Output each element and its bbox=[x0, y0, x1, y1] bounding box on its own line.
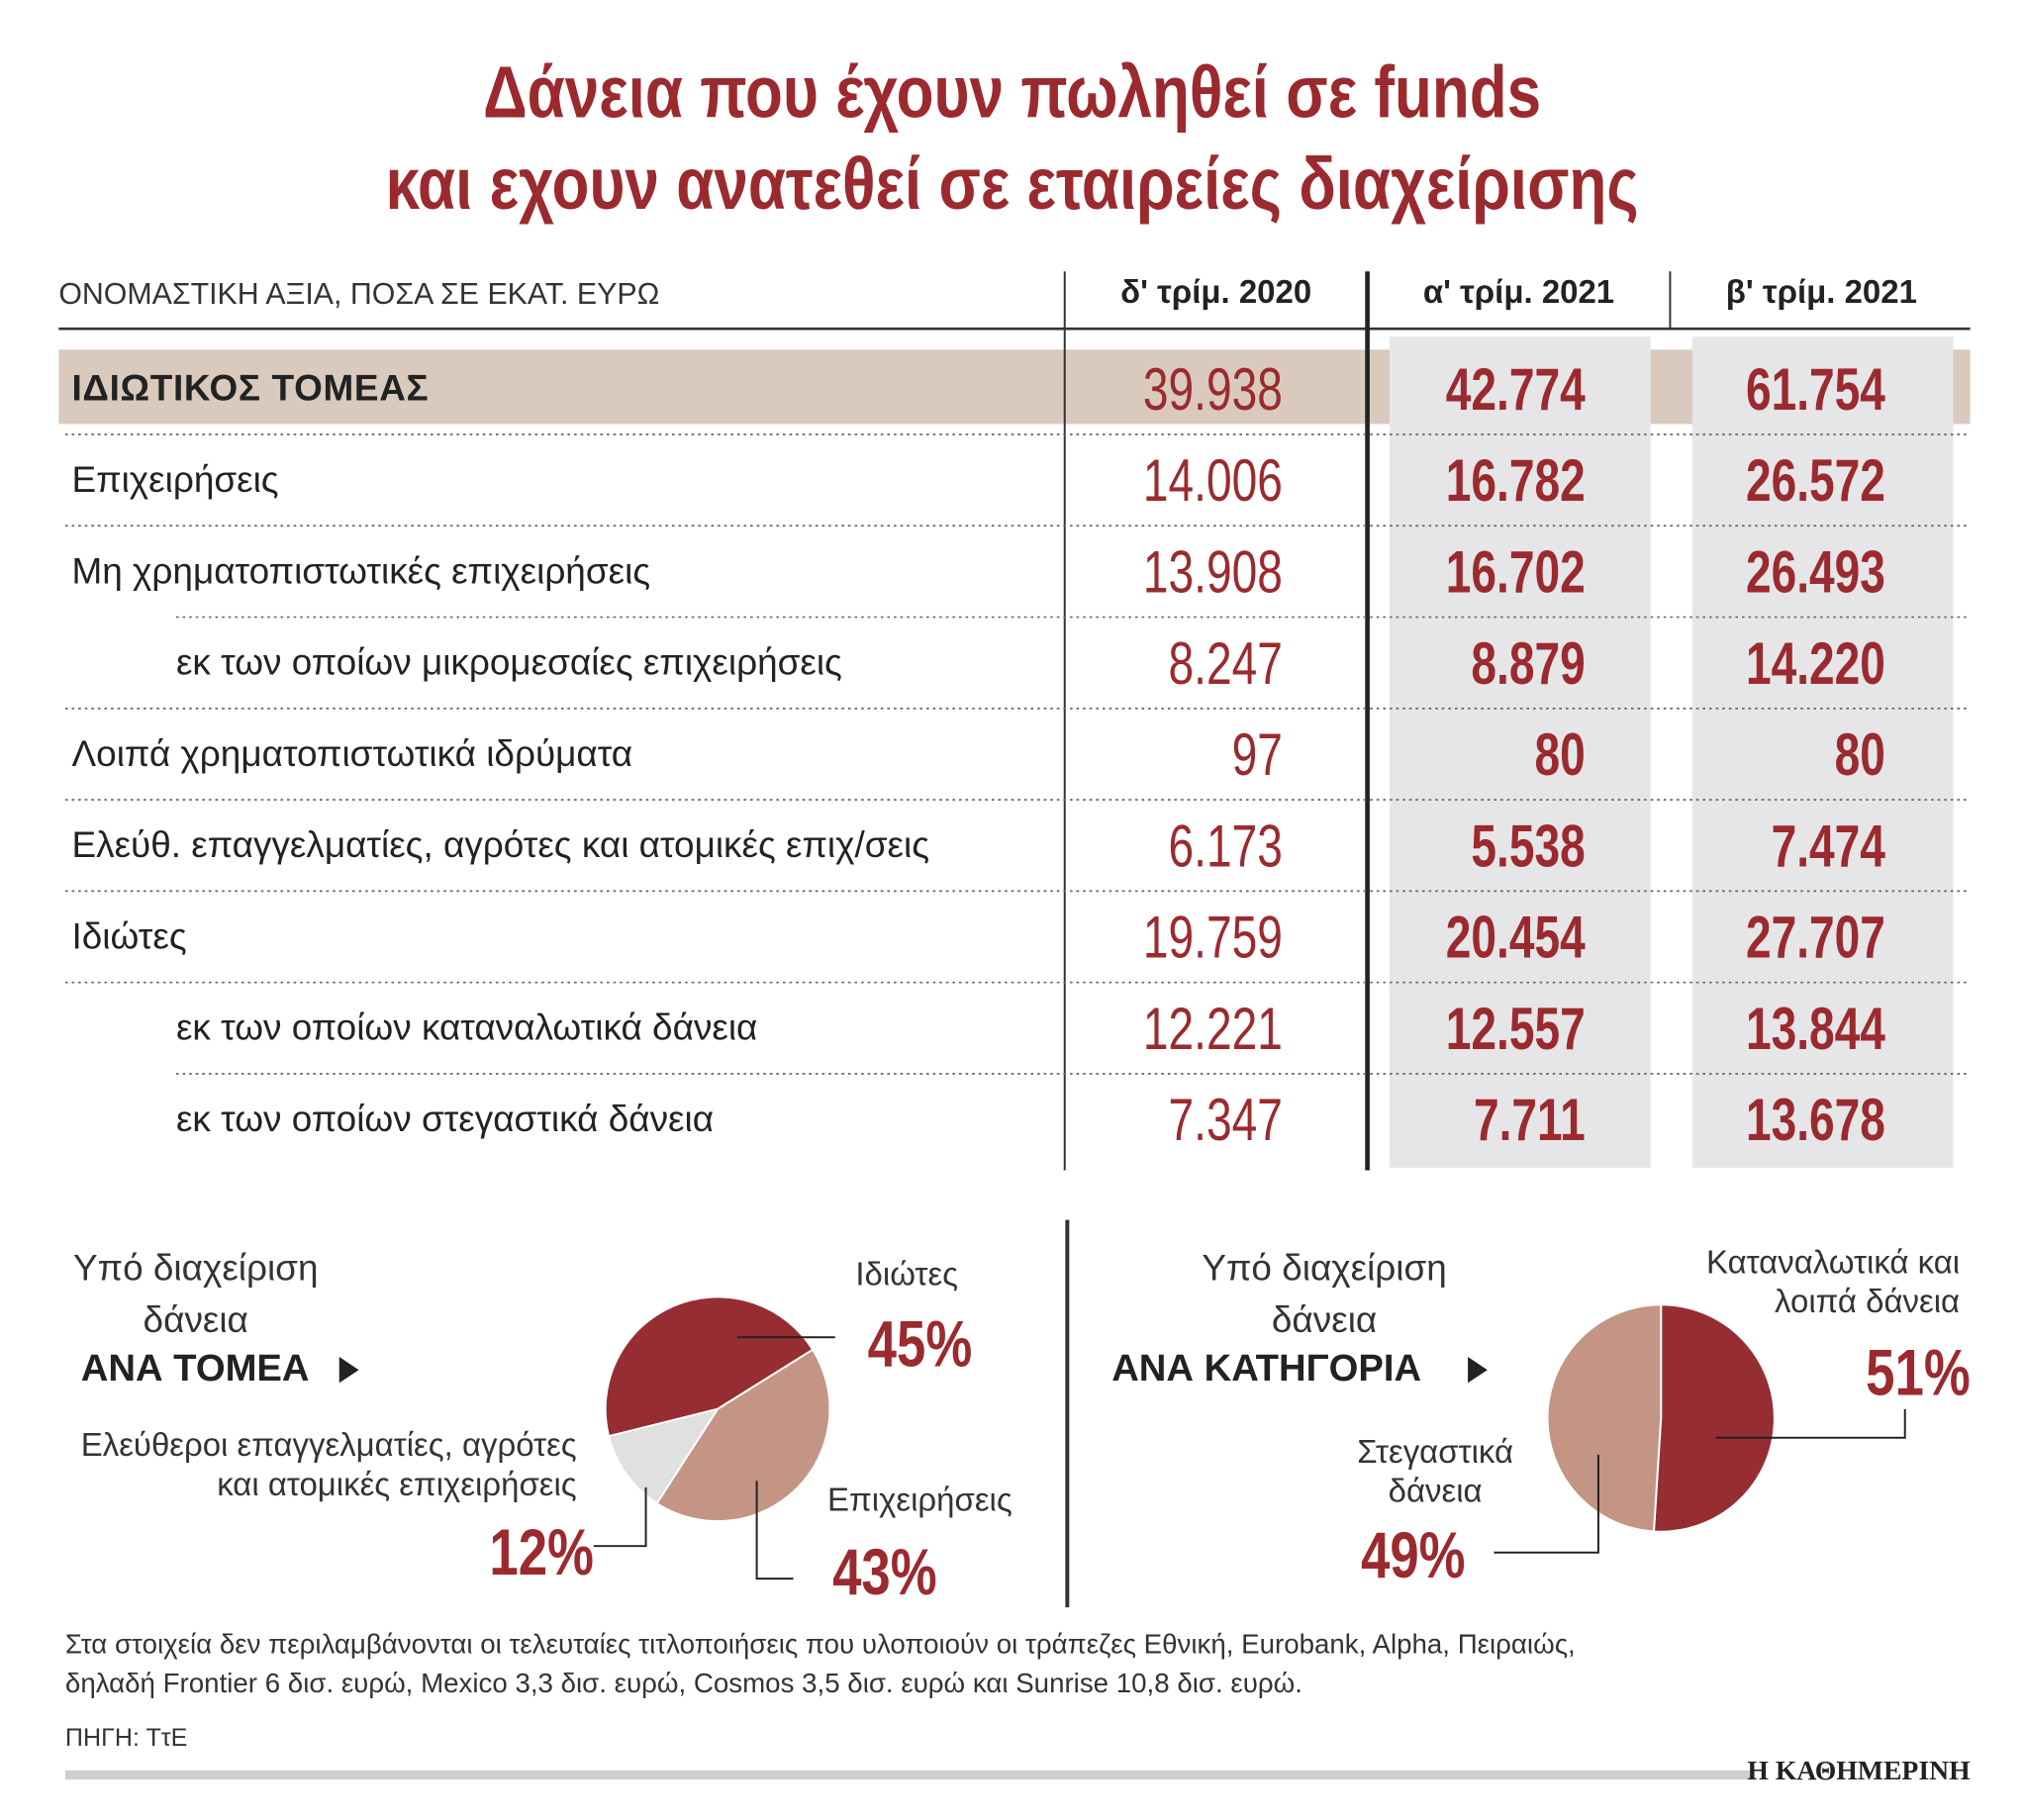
footnote: δηλαδή Frontier 6 δισ. ευρώ, Mexico 3,3 … bbox=[64, 1669, 1302, 1699]
row-label: Ιδιώτες bbox=[71, 915, 187, 957]
cell-value: 12.557 bbox=[1445, 994, 1586, 1063]
cell-value: 80 bbox=[1534, 719, 1586, 789]
cell-value: 16.702 bbox=[1445, 537, 1586, 606]
arrow-icon bbox=[338, 1357, 359, 1384]
cell-value: 13.844 bbox=[1745, 994, 1885, 1063]
cell-value: 13.908 bbox=[1142, 537, 1283, 606]
slice-label: Ιδιώτες bbox=[855, 1256, 959, 1293]
slice-label: Ελεύθεροι επαγγελματίες, αγρότες και ατο… bbox=[80, 1427, 577, 1503]
arrow-icon bbox=[1468, 1357, 1488, 1384]
table-header: δ' τρίμ. 2020 bbox=[1120, 273, 1312, 311]
cell-value: 7.474 bbox=[1771, 811, 1885, 880]
leader-line bbox=[593, 1486, 647, 1548]
cell-value: 42.774 bbox=[1445, 354, 1586, 424]
cell-value: 14.006 bbox=[1142, 445, 1283, 515]
cell-value: 39.938 bbox=[1142, 354, 1283, 424]
slice-label: Καταναλωτικά και λοιπά δάνεια bbox=[1705, 1244, 1961, 1321]
column-shade bbox=[1691, 336, 1954, 1168]
cell-value: 8.247 bbox=[1168, 628, 1283, 697]
pie-slice bbox=[604, 1295, 815, 1438]
table-header: ΟΝΟΜΑΣΤΙΚΗ ΑΞΙΑ, ΠΟΣΑ ΣΕ ΕΚΑΤ. ΕΥΡΩ bbox=[58, 276, 660, 311]
cell-value: 97 bbox=[1231, 719, 1283, 789]
title-line: Δάνεια που έχουν πωληθεί σε funds bbox=[483, 50, 1542, 134]
pie-title: Υπό διαχείριση δάνεια bbox=[72, 1247, 319, 1340]
cell-value: 7.711 bbox=[1473, 1085, 1586, 1154]
cell-value: 7.347 bbox=[1168, 1085, 1283, 1154]
row-label: εκ των οποίων μικρομεσαίες επιχειρήσεις bbox=[175, 641, 842, 683]
cell-value: 80 bbox=[1834, 719, 1885, 789]
source: ΠΗΓΗ: ΤτΕ bbox=[64, 1724, 188, 1753]
slice-label: Στεγαστικά δάνεια bbox=[1357, 1433, 1514, 1510]
cell-value: 13.678 bbox=[1745, 1085, 1885, 1154]
cell-value: 12.221 bbox=[1142, 994, 1283, 1063]
row-label: εκ των οποίων στεγαστικά δάνεια bbox=[175, 1099, 715, 1139]
footer-bar bbox=[64, 1770, 1756, 1780]
footnote: Στα στοιχεία δεν περιλαμβάνονται οι τελε… bbox=[64, 1629, 1576, 1660]
pie-slice bbox=[1546, 1303, 1663, 1533]
pie-slice bbox=[1652, 1303, 1776, 1533]
row-label: Ελεύθ. επαγγελματίες, αγρότες και ατομικ… bbox=[71, 824, 930, 866]
slice-value: 43% bbox=[832, 1535, 937, 1609]
pie-subtitle: ΑΝΑ ΚΑΤΗΓΟΡΙΑ bbox=[1111, 1347, 1422, 1389]
title: Δάνεια που έχουν πωληθεί σε funds bbox=[0, 49, 2025, 135]
pie-subtitle: ΑΝΑ ΤΟΜΕΑ bbox=[80, 1347, 310, 1389]
cell-value: 27.707 bbox=[1745, 903, 1885, 971]
slice-label: Επιχειρήσεις bbox=[827, 1482, 1012, 1519]
cell-value: 26.493 bbox=[1745, 537, 1885, 606]
row-label: Μη χρηματοπιστωτικές επιχειρήσεις bbox=[71, 550, 651, 592]
brand: Η ΚΑΘΗΜΕΡΙΝΗ bbox=[1747, 1755, 1971, 1786]
table-header: α' τρίμ. 2021 bbox=[1422, 273, 1615, 311]
pie-slice bbox=[655, 1348, 831, 1523]
slice-value: 45% bbox=[867, 1306, 973, 1381]
row-label: Επιχειρήσεις bbox=[71, 459, 279, 500]
row-label: εκ των οποίων καταναλωτικά δάνεια bbox=[175, 1006, 758, 1048]
cell-value: 20.454 bbox=[1445, 903, 1586, 971]
leader-line bbox=[1715, 1408, 1906, 1439]
slice-value: 51% bbox=[1866, 1335, 1971, 1409]
cell-value: 6.173 bbox=[1168, 811, 1283, 880]
cell-value: 16.782 bbox=[1445, 445, 1586, 515]
highlight-band bbox=[58, 349, 1971, 425]
section-label: ΙΔΙΩΤΙΚΟΣ ΤΟΜΕΑΣ bbox=[71, 367, 430, 409]
cell-value: 14.220 bbox=[1745, 628, 1885, 697]
cell-value: 8.879 bbox=[1471, 628, 1586, 697]
cell-value: 5.538 bbox=[1471, 811, 1586, 880]
leader-line bbox=[1494, 1454, 1599, 1554]
cell-value: 19.759 bbox=[1142, 903, 1283, 971]
leader-line bbox=[755, 1481, 794, 1581]
row-label: Λοιπά χρηματοπιστωτικά ιδρύματα bbox=[71, 732, 633, 774]
column-shade bbox=[1389, 336, 1651, 1168]
slice-value: 49% bbox=[1360, 1518, 1466, 1592]
pie-slice bbox=[607, 1407, 721, 1505]
slice-value: 12% bbox=[489, 1515, 594, 1589]
title-line: και εχουν ανατεθεί σε εταιρείες διαχείρι… bbox=[385, 142, 1640, 225]
cell-value: 61.754 bbox=[1745, 354, 1885, 424]
table-header: β' τρίμ. 2021 bbox=[1725, 273, 1917, 311]
title: και εχουν ανατεθεί σε εταιρείες διαχείρι… bbox=[0, 141, 2025, 226]
pie-title: Υπό διαχείριση δάνεια bbox=[1202, 1247, 1447, 1340]
cell-value: 26.572 bbox=[1745, 445, 1885, 515]
